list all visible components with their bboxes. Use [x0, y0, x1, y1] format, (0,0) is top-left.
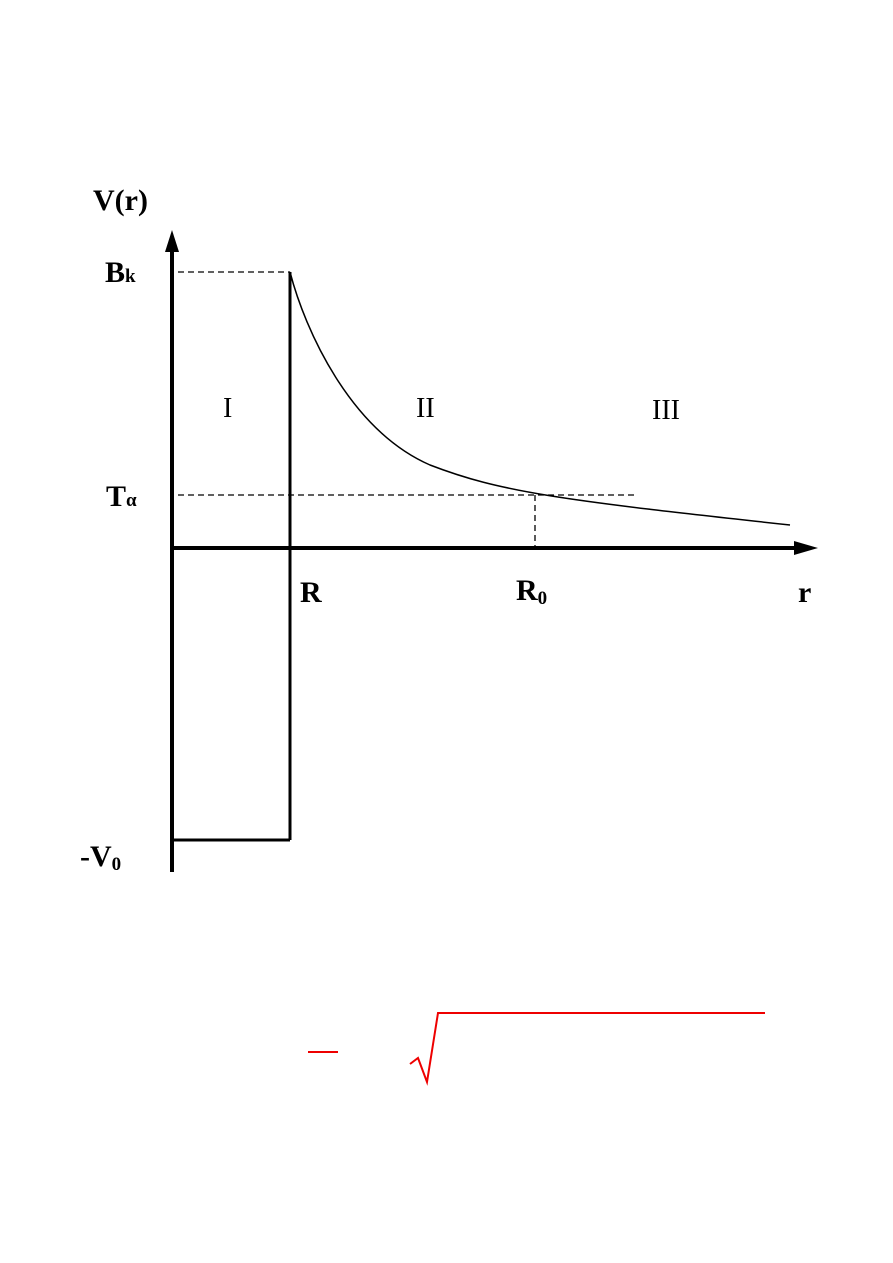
- y-axis-arrow: [165, 230, 179, 252]
- region-label: I: [223, 393, 232, 424]
- square-root-sign: [409, 1012, 765, 1086]
- x-axis-label: r: [798, 576, 811, 609]
- label-main: -V: [80, 840, 112, 873]
- energy-label: Tα: [106, 480, 137, 513]
- region-label: II: [416, 393, 435, 424]
- label-sub: 0: [538, 588, 548, 609]
- x-axis-arrow: [794, 541, 818, 555]
- label-sub: k: [125, 266, 136, 287]
- y-axis-label: V(r): [93, 184, 148, 217]
- coulomb-curve: [289, 271, 791, 526]
- radius-label: R: [300, 576, 322, 609]
- label-main: B: [105, 256, 125, 289]
- label-sub: α: [126, 490, 137, 511]
- label-sub: 0: [112, 854, 122, 875]
- region-label: III: [652, 395, 680, 426]
- depth-label: -V0: [80, 840, 121, 875]
- turning-point-label: R0: [516, 574, 547, 609]
- label-main: R: [516, 574, 538, 607]
- barrier-label: Bk: [105, 256, 136, 289]
- label-main: T: [106, 480, 126, 513]
